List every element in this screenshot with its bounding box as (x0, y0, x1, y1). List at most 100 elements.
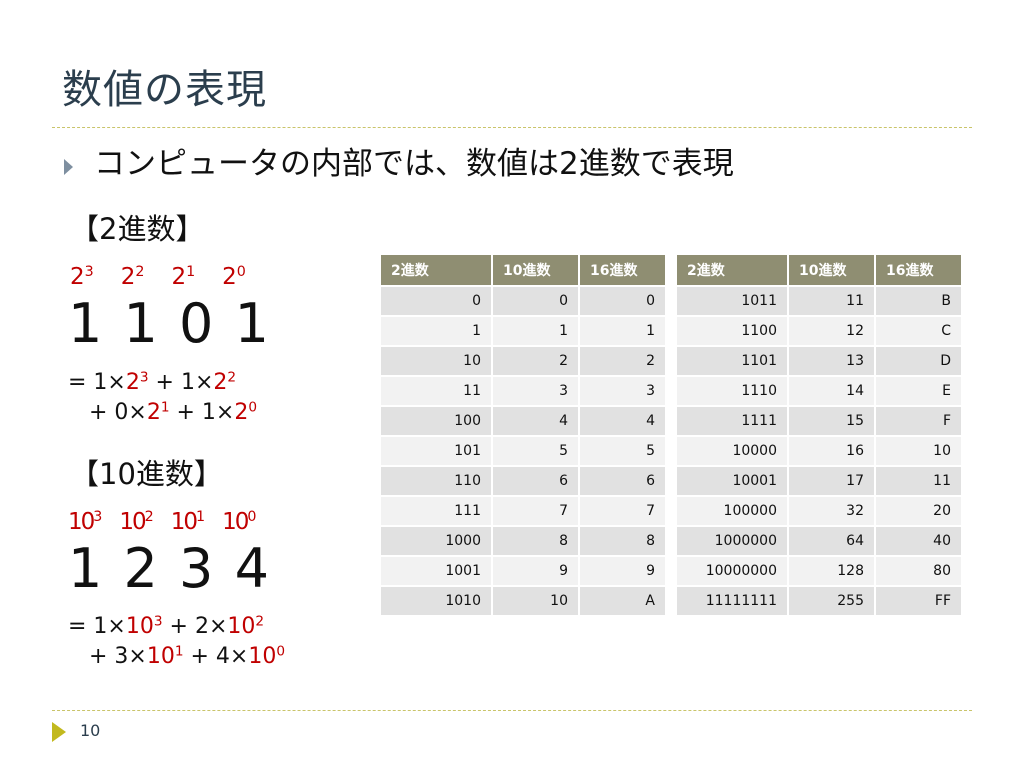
power-term: 21 (171, 264, 196, 290)
table-cell: 6 (578, 465, 667, 497)
formula-base: 2 (234, 400, 249, 425)
table-cell: 10 (379, 345, 493, 377)
decimal-heading: 【10進数】 (70, 457, 223, 491)
table-cell: 11 (379, 375, 493, 407)
table-row: 1010 10 A (379, 585, 667, 617)
table-cell: 3 (578, 375, 667, 407)
table-cell: C (874, 315, 963, 347)
table-cell: 1101 (675, 345, 789, 377)
table-row: 1000000 64 40 (675, 525, 963, 557)
formula-coefficient: + 2× (162, 614, 228, 639)
table-cell: 1110 (675, 375, 789, 407)
table-row: 11 3 3 (379, 375, 667, 407)
table-row: 1101 13 D (675, 345, 963, 377)
formula-base: 2 (213, 370, 228, 395)
table-cell: 111 (379, 495, 493, 527)
table-cell: 101 (379, 435, 493, 467)
table-cell: 16 (787, 435, 876, 467)
table-cell: 3 (491, 375, 580, 407)
table-cell: 1001 (379, 555, 493, 587)
conversion-table-left: 2進数 10進数 16進数 0 0 0 1 1 1 10 2 2 11 3 3 100 4 4 101 5 5 110 6 6… (379, 253, 667, 617)
table-row: 1111 15 F (675, 405, 963, 437)
table-cell: 0 (491, 285, 580, 317)
power-exponent: 3 (84, 264, 94, 281)
table-cell: 7 (491, 495, 580, 527)
formula-coefficient: + 3× (68, 644, 147, 669)
decimal-formula: = 1×103 + 2×102 + 3×101 + 4×100 (68, 612, 285, 672)
conversion-table-right: 2進数 10進数 16進数 1011 11 B 1100 12 C 1101 13 D 1110 14 E 1… (675, 253, 963, 617)
formula-coefficient: = 1× (68, 614, 126, 639)
formula-coefficient: + 0× (68, 400, 147, 425)
binary-powers: 23 22 21 20 (70, 264, 246, 290)
formula-base: 10 (146, 644, 175, 669)
binary-heading: 【2進数】 (70, 212, 205, 246)
footer-arrow-icon (52, 722, 66, 742)
table-cell: 64 (787, 525, 876, 557)
table-cell: 13 (787, 345, 876, 377)
formula-exponent: 0 (276, 643, 286, 660)
formula-line: = 1×103 + 2×102 (68, 612, 285, 642)
formula-coefficient: = 1× (68, 370, 126, 395)
table-cell: E (874, 375, 963, 407)
formula-base: 10 (248, 644, 277, 669)
power-term: 100 (222, 509, 256, 535)
table-cell: 0 (379, 285, 493, 317)
table-cell: 9 (491, 555, 580, 587)
table-row: 100 4 4 (379, 405, 667, 437)
table-cell: 80 (874, 555, 963, 587)
bullet-arrow-icon (64, 159, 73, 175)
formula-coefficient: + 1× (148, 370, 214, 395)
formula-line: + 0×21 + 1×20 (68, 398, 257, 428)
power-base: 10 (170, 509, 198, 535)
power-base: 10 (222, 509, 249, 535)
table-cell: 11 (787, 285, 876, 317)
binary-digits: 1 1 0 1 (68, 292, 271, 355)
power-base: 2 (120, 264, 136, 290)
table-cell: 9 (578, 555, 667, 587)
table-cell: 1010 (379, 585, 493, 617)
page-number: 10 (80, 721, 101, 740)
formula-exponent: 3 (139, 369, 149, 386)
formula-exponent: 1 (160, 399, 170, 416)
table-cell: F (874, 405, 963, 437)
power-exponent: 3 (93, 509, 102, 526)
title-divider (52, 127, 972, 128)
power-base: 2 (171, 264, 187, 290)
table-header-cell: 16進数 (874, 253, 963, 287)
table-row: 10000 16 10 (675, 435, 963, 467)
formula-exponent: 3 (153, 613, 163, 630)
table-row: 100000 32 20 (675, 495, 963, 527)
formula-coefficient: + 1× (169, 400, 235, 425)
power-base: 10 (68, 509, 95, 535)
power-exponent: 1 (186, 264, 196, 281)
power-term: 102 (119, 509, 153, 535)
table-cell: 1 (491, 315, 580, 347)
formula-base: 10 (125, 614, 154, 639)
table-cell: FF (874, 585, 963, 617)
formula-line: = 1×23 + 1×22 (68, 368, 257, 398)
power-exponent: 1 (196, 509, 205, 526)
power-base: 10 (119, 509, 146, 535)
binary-formula: = 1×23 + 1×22 + 0×21 + 1×20 (68, 368, 257, 428)
table-row: 11111111 255 FF (675, 585, 963, 617)
table-cell: 40 (874, 525, 963, 557)
table-cell: 10 (491, 585, 580, 617)
table-cell: 4 (578, 405, 667, 437)
power-exponent: 0 (247, 509, 256, 526)
formula-base: 2 (146, 400, 161, 425)
table-header-cell: 2進数 (675, 253, 789, 287)
table-cell: 1000000 (675, 525, 789, 557)
power-base: 2 (70, 264, 85, 290)
table-row: 1100 12 C (675, 315, 963, 347)
table-header-cell: 10進数 (491, 253, 580, 287)
table-header-cell: 16進数 (578, 253, 667, 287)
table-cell: 1100 (675, 315, 789, 347)
formula-exponent: 2 (255, 613, 265, 630)
table-cell: 1 (379, 315, 493, 347)
table-cell: 17 (787, 465, 876, 497)
table-cell: 8 (491, 525, 580, 557)
table-cell: 10000 (675, 435, 789, 467)
table-row: 1001 9 9 (379, 555, 667, 587)
table-cell: 0 (578, 285, 667, 317)
